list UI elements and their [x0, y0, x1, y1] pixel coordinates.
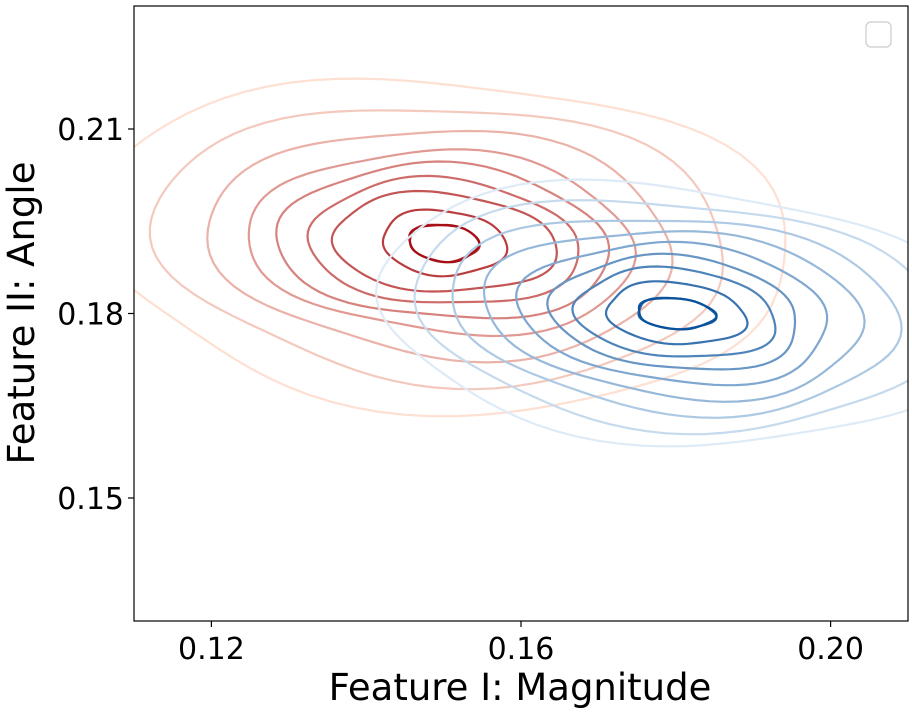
red-contour-level	[247, 148, 637, 338]
blue-contour-level	[374, 178, 908, 448]
y-axis-label: Feature II: Angle	[0, 162, 43, 465]
red-contour-level	[330, 189, 558, 293]
red-contour-level	[206, 129, 674, 364]
blue-contour-level	[515, 240, 829, 387]
blue-contour-level	[413, 199, 908, 436]
x-tick-label: 0.12	[178, 632, 245, 667]
red-contour-level	[275, 160, 611, 320]
blue-contour-level	[571, 265, 777, 358]
blue-contour-level	[483, 230, 866, 403]
legend-box	[865, 21, 892, 48]
blue-contour-level	[637, 297, 718, 331]
x-axis: 0.12 0.16 0.20	[178, 621, 864, 667]
red-contour-level	[148, 109, 724, 391]
red-contour-level	[408, 223, 481, 264]
x-tick-label: 0.16	[488, 632, 555, 667]
contour-area	[134, 77, 908, 448]
blue-contour-level	[604, 280, 749, 346]
y-tick-label: 0.21	[57, 113, 124, 148]
y-tick-label: 0.18	[57, 298, 124, 333]
x-tick-label: 0.20	[797, 632, 864, 667]
y-tick-label: 0.15	[57, 482, 124, 517]
y-axis: 0.15 0.18 0.21	[57, 113, 134, 517]
x-axis-label: Feature I: Magnitude	[329, 666, 712, 709]
red-contour-level	[134, 77, 787, 418]
red-contour-level	[306, 174, 580, 304]
blue-contour-level	[451, 219, 903, 419]
blue-contour-level	[546, 252, 797, 371]
red-contour-level	[381, 208, 509, 278]
